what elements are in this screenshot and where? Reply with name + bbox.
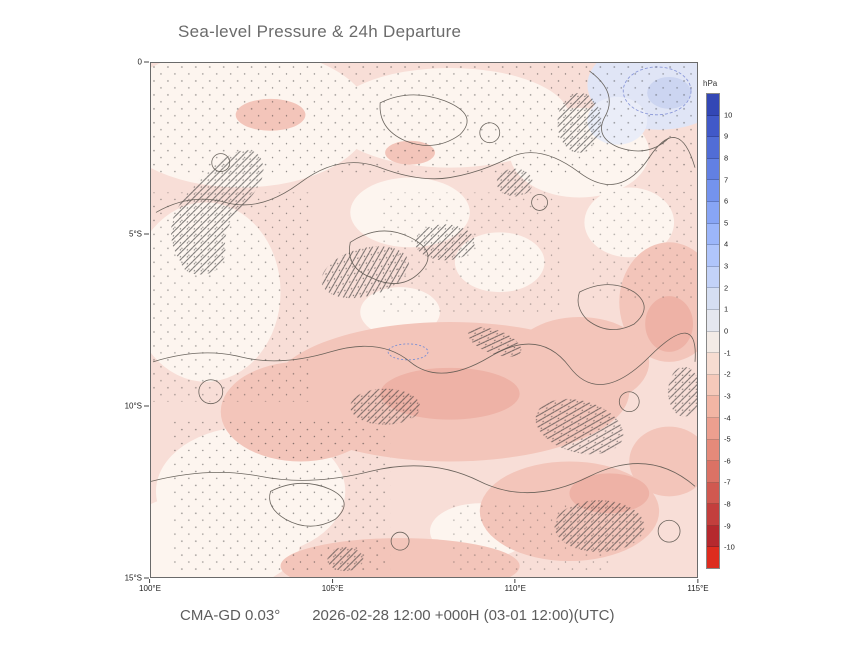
x-tick: 105°E bbox=[322, 579, 344, 593]
colorbar-tick-label: 2 bbox=[724, 283, 729, 293]
colorbar-tick-label: -4 bbox=[724, 413, 731, 423]
x-axis-ticks: 100°E 105°E 110°E 115°E bbox=[139, 579, 709, 597]
caption: CMA-GD 0.03° 2026-02-28 12:00 +000H (03-… bbox=[180, 607, 614, 624]
colorbar-tick-label: -6 bbox=[724, 456, 731, 466]
y-tick: 15°S bbox=[125, 574, 149, 583]
colorbar-segment bbox=[707, 288, 719, 310]
colorbar-segment bbox=[707, 504, 719, 526]
x-tick-mark bbox=[514, 579, 516, 583]
colorbar-tick-label: -9 bbox=[724, 521, 731, 531]
colorbar-segment bbox=[707, 309, 719, 332]
colorbar-segment bbox=[707, 353, 719, 375]
colorbar-segment bbox=[707, 223, 719, 246]
colorbar-segment bbox=[707, 158, 719, 181]
colorbar-tick-labels: 10 9 8 7 6 5 4 3 2 1 0 -1 -2 -3 -4 -5 -6 -7 -8 -9 -10 bbox=[724, 93, 750, 569]
colorbar-segment bbox=[707, 482, 719, 505]
colorbar-tick-label: -1 bbox=[724, 348, 731, 358]
x-tick: 115°E bbox=[687, 579, 709, 593]
colorbar-tick-label: -8 bbox=[724, 499, 731, 509]
y-tick-label: 0 bbox=[137, 57, 142, 67]
x-tick-label: 105°E bbox=[321, 584, 344, 593]
y-tick-label: 10°S bbox=[124, 401, 142, 411]
x-tick-mark bbox=[149, 579, 151, 583]
colorbar-unit-label: hPa bbox=[703, 79, 718, 88]
colorbar-tick-label: 6 bbox=[724, 196, 729, 206]
y-tick-mark bbox=[144, 233, 149, 235]
x-tick-mark bbox=[332, 579, 334, 583]
colorbar-tick-label: 1 bbox=[724, 304, 729, 314]
colorbar-tick-label: 5 bbox=[724, 218, 729, 228]
valid-time-label: 2026-02-28 12:00 +000H (03-01 12:00)(UTC… bbox=[312, 607, 615, 624]
colorbar-tick-label: 7 bbox=[724, 175, 729, 185]
y-tick-mark bbox=[144, 61, 149, 63]
y-tick: 5°S bbox=[129, 230, 149, 239]
colorbar-segment bbox=[707, 137, 719, 159]
colorbar-tick-label: 4 bbox=[724, 239, 729, 249]
x-tick-label: 100°E bbox=[139, 584, 161, 593]
colorbar-tick-label: -2 bbox=[724, 369, 731, 379]
y-tick-label: 15°S bbox=[124, 573, 142, 583]
colorbar-segment bbox=[707, 201, 719, 224]
contour-map-graphic bbox=[151, 63, 697, 577]
y-axis-ticks: 0 5°S 10°S 15°S bbox=[108, 58, 150, 583]
colorbar-tick-label: -3 bbox=[724, 391, 731, 401]
colorbar-segment bbox=[707, 374, 719, 397]
colorbar-tick-label: -10 bbox=[724, 542, 735, 552]
y-tick: 10°S bbox=[125, 402, 149, 411]
colorbar-segment bbox=[707, 180, 719, 202]
colorbar-segment bbox=[707, 245, 719, 267]
colorbar-tick-label: 3 bbox=[724, 261, 729, 271]
x-tick: 100°E bbox=[139, 579, 161, 593]
colorbar-segment bbox=[707, 94, 719, 116]
colorbar-tick-label: 10 bbox=[724, 110, 733, 120]
y-tick-mark bbox=[144, 577, 149, 579]
y-tick: 0 bbox=[138, 58, 149, 67]
colorbar-tick-label: -7 bbox=[724, 477, 731, 487]
colorbar-segment bbox=[707, 547, 719, 569]
y-tick-mark bbox=[144, 405, 149, 407]
colorbar-segment bbox=[707, 439, 719, 462]
x-tick-label: 115°E bbox=[687, 584, 709, 593]
colorbar-tick-label: 9 bbox=[724, 131, 729, 141]
colorbar-segment bbox=[707, 266, 719, 289]
colorbar-segment bbox=[707, 115, 719, 138]
x-tick: 110°E bbox=[505, 579, 526, 593]
colorbar-segment bbox=[707, 417, 719, 440]
colorbar-segment bbox=[707, 461, 719, 483]
colorbar-tick-label: -5 bbox=[724, 434, 731, 444]
colorbar-segment bbox=[707, 525, 719, 548]
chart-title: Sea-level Pressure & 24h Departure bbox=[178, 22, 462, 41]
model-resolution-label: CMA-GD 0.03° bbox=[180, 607, 281, 624]
x-tick-mark bbox=[697, 579, 699, 583]
map-plot-area bbox=[150, 62, 698, 578]
x-tick-label: 110°E bbox=[504, 584, 526, 593]
colorbar-tick-label: 0 bbox=[724, 326, 729, 336]
y-tick-label: 5°S bbox=[129, 229, 142, 239]
colorbar-segment bbox=[707, 331, 719, 354]
colorbar bbox=[706, 93, 720, 569]
colorbar-tick-label: 8 bbox=[724, 153, 729, 163]
colorbar-segment bbox=[707, 396, 719, 418]
